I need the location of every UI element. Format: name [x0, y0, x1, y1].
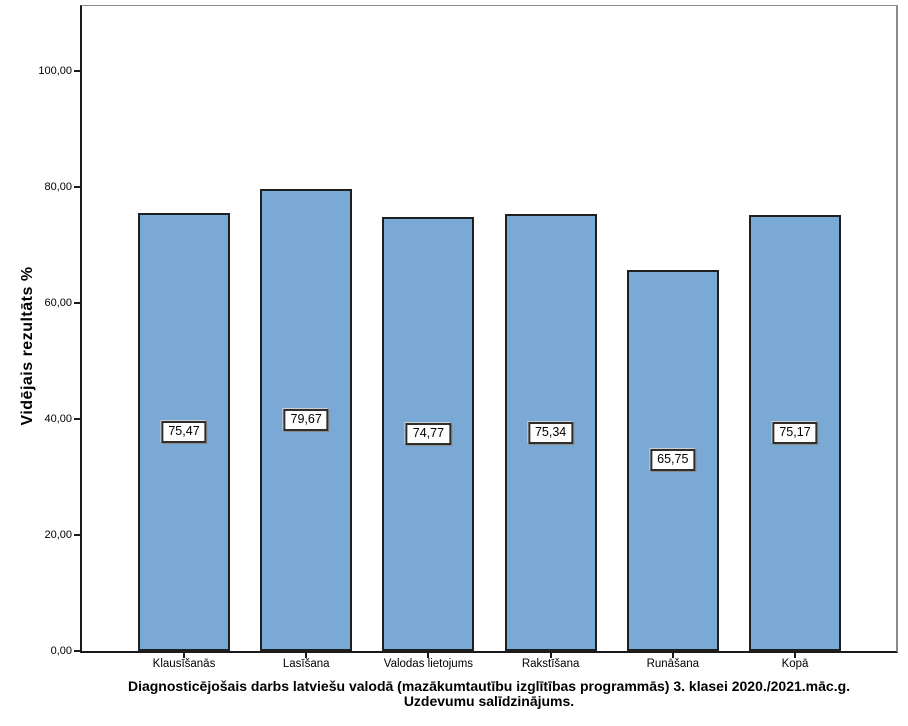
- y-tick-label: 80,00: [44, 180, 72, 193]
- bar-value-label: 75,34: [527, 421, 574, 444]
- y-tick-mark: [74, 185, 81, 188]
- x-tick-mark: [794, 653, 796, 658]
- y-tick-label: 20,00: [44, 528, 72, 541]
- y-tick-mark: [74, 69, 81, 72]
- y-tick-label: 100,00: [38, 64, 72, 77]
- y-tick-mark: [74, 650, 81, 652]
- plot-area: 75,47 79,67 74,77 75,34 65,75 75,17: [80, 5, 898, 653]
- y-tick-label: 0,00: [50, 645, 72, 657]
- x-tick-mark: [549, 653, 552, 658]
- y-tick-label: 60,00: [44, 296, 72, 309]
- bar-value-label: 75,17: [772, 422, 818, 444]
- category-label: Valodas lietojums: [383, 658, 474, 670]
- bar-value-label: 79,67: [283, 408, 329, 431]
- bar-value-label: 75,47: [161, 421, 207, 444]
- y-tick-mark: [74, 301, 81, 304]
- y-tick-mark: [74, 417, 81, 420]
- y-axis-title: Vidējais rezultāts %: [19, 266, 36, 426]
- x-tick-mark: [427, 653, 430, 658]
- chart-title: Diagnosticējošais darbs latviešu valodā …: [82, 679, 896, 708]
- x-tick-mark: [305, 653, 308, 658]
- y-tick-label: 40,00: [44, 412, 72, 425]
- bar-value-label: 74,77: [405, 423, 452, 446]
- chart-title-line1: Diagnosticējošais darbs latviešu valodā …: [127, 678, 851, 694]
- category-label: Lasīšana: [282, 658, 330, 670]
- category-label: Runāšana: [646, 658, 700, 670]
- category-label: Klausīšanās: [152, 658, 216, 670]
- x-tick-mark: [183, 653, 185, 658]
- chart-title-line2: Uzdevumu salīdzinājums.: [403, 692, 575, 709]
- bar-value-label: 65,75: [650, 449, 696, 472]
- y-tick-mark: [74, 533, 81, 536]
- category-label: Kopā: [781, 658, 809, 670]
- category-label: Rakstīšana: [521, 658, 580, 670]
- x-tick-mark: [671, 653, 674, 658]
